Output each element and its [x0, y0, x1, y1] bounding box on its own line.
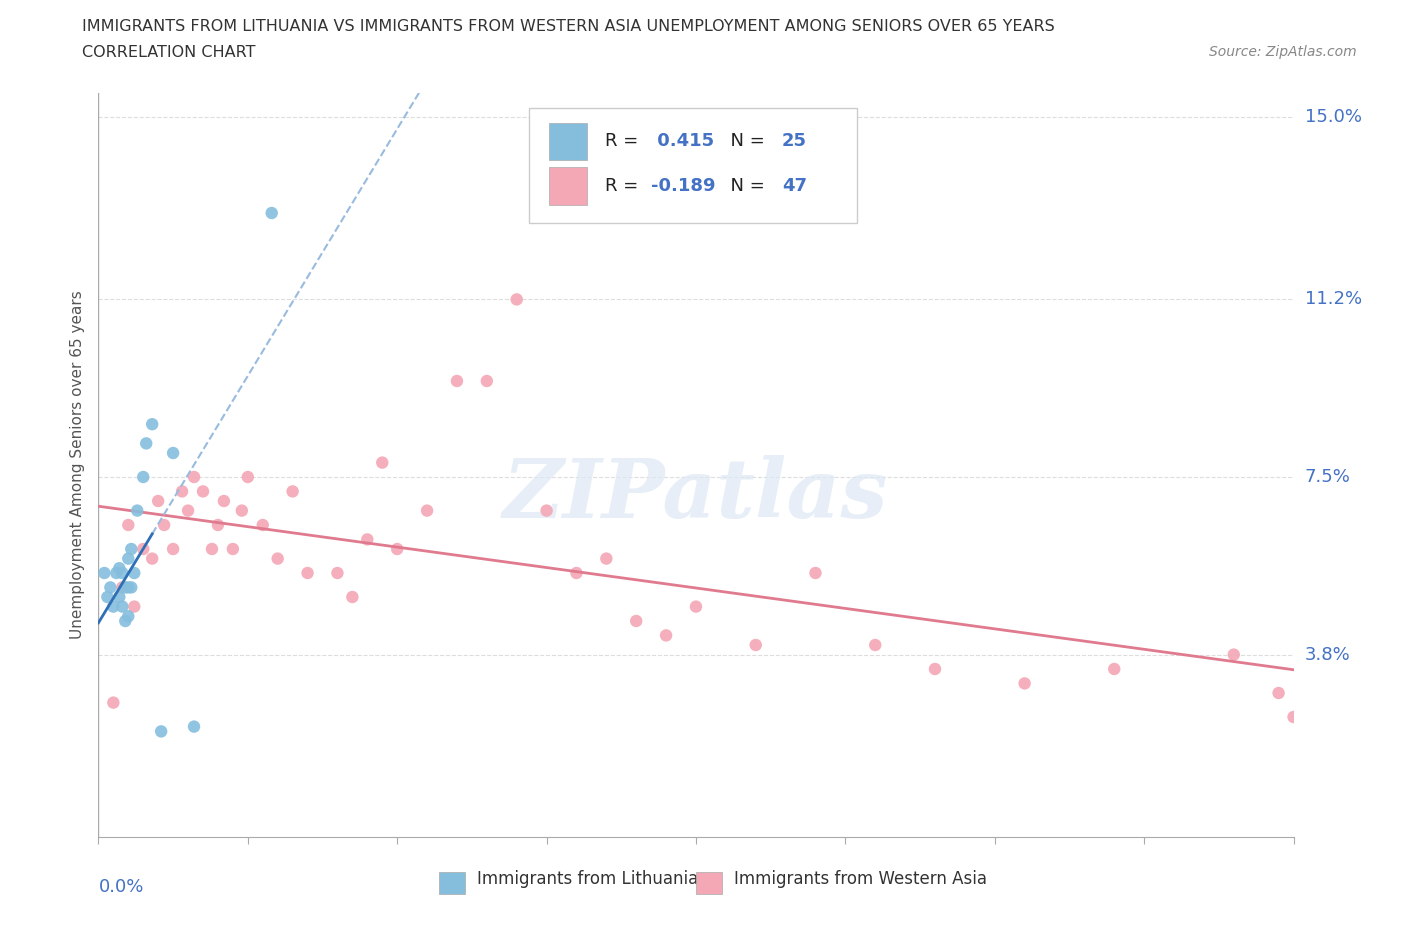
Point: [342, 590, 364, 604]
Text: ZIPatlas: ZIPatlas: [503, 455, 889, 535]
Point: [536, 503, 558, 518]
Point: [103, 695, 125, 710]
Point: [150, 724, 173, 738]
Point: [371, 455, 394, 470]
Point: [252, 518, 274, 533]
Text: N =: N =: [718, 132, 770, 151]
Point: [162, 445, 184, 460]
Text: 47: 47: [782, 177, 807, 195]
Point: [141, 551, 163, 566]
Point: [111, 580, 134, 595]
Point: [132, 541, 155, 556]
Point: [177, 503, 200, 518]
Text: 0.0%: 0.0%: [98, 878, 143, 896]
Point: [108, 590, 131, 604]
Point: [565, 565, 588, 580]
Point: [98, 580, 122, 595]
Point: [1223, 647, 1246, 662]
Text: 25: 25: [782, 132, 807, 151]
Point: [103, 599, 125, 614]
Point: [108, 561, 131, 576]
Bar: [548, 167, 588, 205]
Text: N =: N =: [718, 177, 770, 195]
Text: 0.415: 0.415: [651, 132, 714, 151]
Point: [446, 374, 468, 389]
Point: [117, 518, 139, 533]
Point: [1267, 685, 1289, 700]
Point: [183, 719, 205, 734]
Point: [172, 484, 194, 498]
Text: 7.5%: 7.5%: [1305, 468, 1351, 486]
Text: CORRELATION CHART: CORRELATION CHART: [82, 45, 254, 60]
Point: [153, 518, 176, 533]
Text: Immigrants from Lithuania: Immigrants from Lithuania: [477, 870, 699, 888]
Point: [1104, 661, 1126, 676]
Point: [385, 541, 409, 556]
Point: [267, 551, 290, 566]
Point: [626, 614, 648, 629]
Point: [356, 532, 378, 547]
Point: [124, 599, 146, 614]
Point: [93, 565, 115, 580]
Y-axis label: Unemployment Among Seniors over 65 years: Unemployment Among Seniors over 65 years: [70, 291, 86, 640]
Point: [865, 638, 887, 653]
Point: [105, 565, 128, 580]
Point: [148, 494, 170, 509]
Point: [745, 638, 768, 653]
Point: [416, 503, 439, 518]
Point: [475, 374, 498, 389]
Point: [191, 484, 214, 498]
Text: 11.2%: 11.2%: [1305, 290, 1362, 309]
Point: [127, 503, 149, 518]
Bar: [439, 872, 465, 895]
Point: [135, 436, 157, 451]
Point: [1282, 710, 1305, 724]
Point: [201, 541, 224, 556]
Point: [1014, 676, 1036, 691]
Text: Immigrants from Western Asia: Immigrants from Western Asia: [734, 870, 987, 888]
Point: [222, 541, 245, 556]
Point: [141, 417, 163, 432]
Point: [117, 551, 139, 566]
Point: [207, 518, 229, 533]
Point: [281, 484, 304, 498]
Point: [231, 503, 253, 518]
Point: [685, 599, 707, 614]
Text: 3.8%: 3.8%: [1305, 645, 1350, 664]
Point: [114, 614, 136, 629]
Point: [111, 565, 134, 580]
Point: [117, 580, 139, 595]
Point: [260, 206, 283, 220]
Point: [111, 599, 134, 614]
Point: [124, 565, 146, 580]
Point: [120, 580, 142, 595]
Text: IMMIGRANTS FROM LITHUANIA VS IMMIGRANTS FROM WESTERN ASIA UNEMPLOYMENT AMONG SEN: IMMIGRANTS FROM LITHUANIA VS IMMIGRANTS …: [82, 19, 1054, 33]
Point: [120, 541, 142, 556]
Text: R =: R =: [605, 177, 644, 195]
Text: 15.0%: 15.0%: [1305, 108, 1361, 126]
Point: [595, 551, 617, 566]
FancyBboxPatch shape: [529, 108, 858, 223]
Point: [114, 580, 136, 595]
Point: [117, 609, 139, 624]
Bar: [696, 872, 723, 895]
Text: Source: ZipAtlas.com: Source: ZipAtlas.com: [1209, 45, 1357, 59]
Point: [96, 590, 118, 604]
Point: [924, 661, 946, 676]
Text: -0.189: -0.189: [651, 177, 716, 195]
Point: [132, 470, 155, 485]
Text: R =: R =: [605, 132, 644, 151]
Point: [212, 494, 235, 509]
Bar: [548, 123, 588, 160]
Point: [297, 565, 319, 580]
Point: [326, 565, 349, 580]
Point: [162, 541, 184, 556]
Point: [506, 292, 529, 307]
Point: [655, 628, 678, 643]
Point: [183, 470, 205, 485]
Point: [236, 470, 259, 485]
Point: [804, 565, 827, 580]
